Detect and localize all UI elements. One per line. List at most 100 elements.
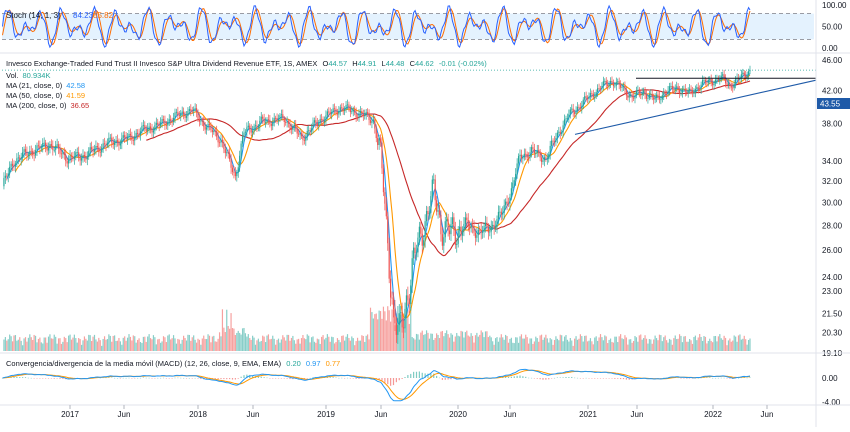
macd-hist-bar	[559, 377, 561, 378]
candle-body	[634, 95, 636, 99]
candle-body	[49, 143, 51, 148]
candle-body	[574, 112, 576, 114]
close-value: 44.62	[415, 59, 434, 68]
volume-bar	[428, 338, 431, 351]
volume-bar	[4, 337, 6, 351]
candle-body	[137, 132, 139, 135]
candle-body	[154, 125, 156, 131]
macd-hist-bar	[240, 376, 242, 378]
macd-hist-bar	[407, 375, 409, 378]
stoch-tick-label: 100.00	[822, 1, 847, 10]
legend-entry-label: Vol.	[6, 71, 19, 80]
macd-hist-bar	[588, 378, 590, 379]
volume-bar	[745, 339, 747, 351]
candle-body	[581, 105, 583, 109]
candle-body	[687, 90, 689, 94]
candle-body	[602, 81, 604, 86]
candle-body	[591, 93, 593, 94]
macd-hist-bar	[292, 378, 294, 380]
candle-body	[367, 112, 369, 115]
macd-hist-bar	[142, 377, 144, 378]
candle-body	[689, 88, 691, 91]
volume-bar	[308, 335, 310, 351]
candle-body	[720, 75, 722, 80]
volume-bar	[144, 336, 146, 351]
volume-bar	[59, 338, 61, 351]
macd-hist-bar	[111, 377, 113, 379]
candle-body	[374, 119, 376, 129]
volume-bar	[85, 338, 87, 351]
volume-bar	[681, 342, 684, 351]
volume-bar	[499, 337, 501, 351]
macd-hist-bar	[312, 377, 314, 378]
trendline[interactable]	[574, 79, 817, 135]
volume-bar	[414, 339, 416, 351]
macd-hist-bar	[709, 377, 711, 378]
volume-bar	[185, 340, 188, 351]
volume-bar	[747, 340, 750, 351]
candle-body	[477, 229, 479, 236]
candle-body	[369, 120, 372, 123]
candle-body	[356, 117, 359, 118]
macd-hist-bar	[148, 377, 150, 379]
volume-bar	[473, 342, 475, 351]
macd-hist-bar	[677, 377, 679, 379]
candle-body	[138, 134, 140, 136]
volume-bar	[467, 335, 469, 351]
candle-body	[122, 135, 124, 138]
candle-body	[740, 74, 742, 79]
volume-bar	[39, 337, 41, 351]
instrument-name: Invesco Exchange-Traded Fund Trust II In…	[6, 59, 317, 68]
candle-body	[365, 112, 367, 115]
volume-bar	[109, 335, 111, 351]
volume-bar	[378, 310, 380, 351]
volume-bar	[52, 338, 54, 351]
candle-body	[68, 160, 70, 164]
candle-body	[638, 90, 640, 94]
candle-body	[674, 87, 676, 91]
macd-hist-bar	[145, 377, 147, 379]
candle-body	[608, 83, 610, 87]
macd-hist-bar	[352, 378, 354, 379]
candle-body	[119, 143, 121, 146]
candle-body	[398, 313, 400, 326]
low-label: L	[382, 59, 386, 68]
volume-bar	[450, 333, 452, 351]
candle-body	[272, 122, 274, 126]
candle-body	[470, 225, 472, 229]
macd-hist-bar	[387, 378, 389, 385]
macd-hist-bar	[585, 377, 587, 379]
candle-body	[668, 86, 671, 91]
volume-bar	[11, 341, 14, 351]
candle-body	[167, 121, 169, 126]
macd-hist-bar	[536, 378, 538, 379]
candle-body	[630, 94, 632, 96]
volume-bar	[640, 334, 642, 351]
volume-bar	[68, 335, 70, 351]
volume-bar	[627, 344, 629, 351]
candle-body	[20, 158, 22, 160]
candle-body	[233, 171, 235, 173]
volume-bar	[447, 334, 449, 351]
volume-bar	[480, 330, 482, 351]
candle-body	[332, 108, 334, 112]
time-tick-label: 2022	[704, 410, 722, 419]
volume-bar	[574, 338, 576, 351]
macd-hist-bar	[19, 377, 21, 378]
candle-body	[680, 92, 682, 94]
macd-hist-bar	[332, 377, 334, 378]
volume-bar	[338, 339, 340, 351]
volume-bar	[487, 337, 489, 351]
candle-body	[149, 126, 152, 130]
candle-body	[643, 90, 645, 93]
candle-body	[147, 128, 149, 131]
candle-body	[246, 127, 248, 132]
volume-bar	[687, 341, 689, 351]
volume-bar	[293, 340, 295, 351]
volume-bar	[137, 339, 139, 351]
macd-hist-bar	[594, 378, 596, 379]
volume-bar	[371, 312, 373, 351]
time-axis[interactable]: 2017 Jun 2018 Jun 2019 Jun 2020 Jun 2021 Jun 2022 J…	[61, 405, 773, 419]
macd-hist-bar	[729, 378, 731, 379]
volume-bar	[322, 335, 324, 351]
